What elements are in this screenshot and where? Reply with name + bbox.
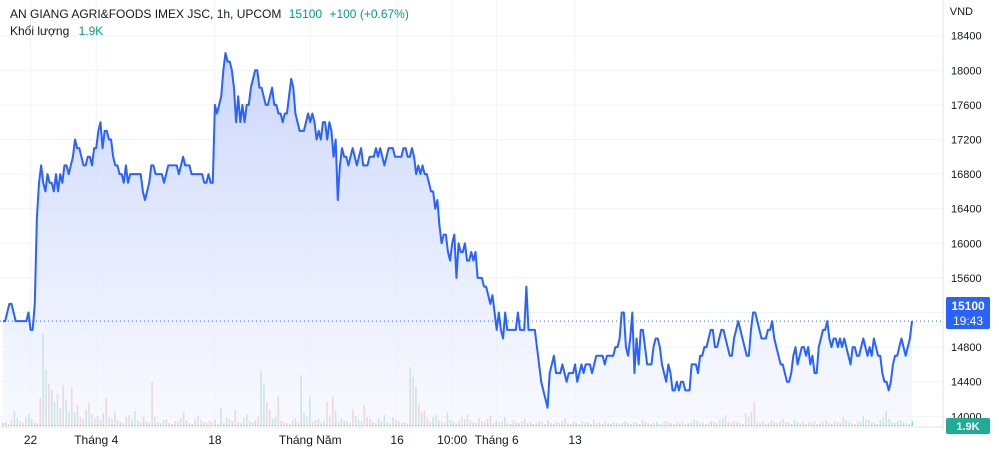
x-tick-label: 22 (24, 433, 38, 447)
x-tick-label: Tháng Năm (279, 433, 342, 447)
y-tick-label: 14400 (951, 377, 982, 389)
time-axis[interactable]: 22 Tháng 4 18 Tháng Năm 16 10:00 Tháng 6 13 (24, 433, 582, 447)
price-change: +100 (+0.67%) (329, 7, 409, 21)
chart-legend: AN GIANG AGRI&FOODS IMEX JSC, 1h, UPCOM … (10, 6, 409, 40)
x-tick-label: 10:00 (437, 433, 467, 447)
y-tick-label: 14800 (951, 342, 982, 354)
price-axis[interactable]: 1400014400148001520015600160001640016800… (951, 31, 982, 424)
y-tick-label: 17200 (951, 134, 982, 146)
symbol-title[interactable]: AN GIANG AGRI&FOODS IMEX JSC, 1h, UPCOM (10, 7, 282, 21)
x-tick-label: 13 (568, 433, 582, 447)
y-tick-label: 16000 (951, 238, 982, 250)
volume-badge-value: 1.9K (956, 421, 979, 433)
volume-badge: 1.9K (946, 418, 990, 434)
price-area-fill (3, 52, 912, 426)
y-tick-label: 17600 (951, 100, 982, 112)
last-value: 15100 (288, 7, 323, 21)
y-tick-label: 18000 (951, 65, 982, 77)
price-line (3, 51, 913, 409)
volume-value: 1.9K (78, 24, 104, 38)
y-tick-label: 18400 (951, 31, 982, 43)
price-badge: 15100 19:43 (946, 297, 990, 329)
x-tick-label: 16 (390, 433, 404, 447)
price-badge-value: 15100 (951, 299, 985, 313)
price-badge-countdown: 19:43 (953, 314, 983, 328)
y-tick-label: 16800 (951, 169, 982, 181)
currency-label: VND (949, 6, 973, 18)
y-tick-label: 15600 (951, 273, 982, 285)
volume-label[interactable]: Khối lượng (10, 24, 70, 38)
x-tick-label: Tháng 4 (74, 433, 118, 447)
y-tick-label: 16400 (951, 204, 982, 216)
x-tick-label: 18 (208, 433, 222, 447)
x-tick-label: Tháng 6 (475, 433, 519, 447)
